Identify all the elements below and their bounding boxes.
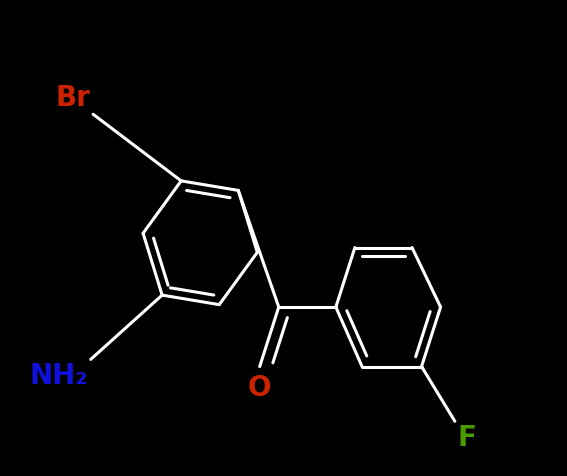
Text: F: F — [457, 424, 476, 452]
Text: O: O — [248, 374, 272, 402]
Text: NH₂: NH₂ — [30, 362, 88, 390]
Text: Br: Br — [56, 84, 91, 112]
